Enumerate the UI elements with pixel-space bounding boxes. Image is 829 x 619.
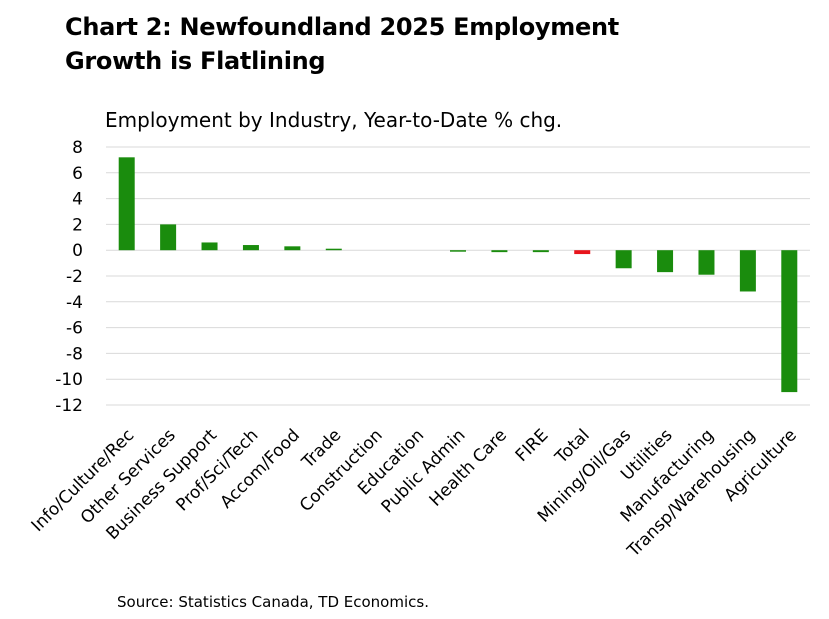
bar bbox=[532, 250, 549, 253]
y-tick-label: 8 bbox=[72, 138, 83, 158]
bar bbox=[781, 250, 798, 393]
bar bbox=[698, 250, 715, 275]
y-tick-label: 4 bbox=[72, 190, 83, 210]
y-tick-label: 6 bbox=[72, 164, 83, 184]
bar bbox=[201, 242, 218, 251]
y-tick-label: -6 bbox=[66, 319, 83, 339]
bar bbox=[739, 250, 756, 292]
chart-title: Chart 2: Newfoundland 2025 Employment Gr… bbox=[65, 10, 619, 78]
bar bbox=[615, 250, 632, 269]
bar bbox=[242, 245, 259, 251]
bar bbox=[450, 250, 466, 252]
chart-title-line-1: Chart 2: Newfoundland 2025 Employment bbox=[65, 13, 619, 41]
bar bbox=[491, 250, 508, 253]
bar bbox=[160, 224, 177, 251]
y-tick-label: 0 bbox=[72, 241, 83, 261]
chart-title-line-2: Growth is Flatlining bbox=[65, 47, 326, 75]
y-tick-label: -8 bbox=[66, 344, 83, 364]
x-tick-label: FIRE bbox=[512, 425, 553, 466]
bar bbox=[574, 250, 591, 255]
bar bbox=[325, 248, 342, 251]
bar bbox=[657, 250, 674, 273]
y-tick-label: -2 bbox=[66, 267, 83, 287]
y-tick-label: -10 bbox=[55, 370, 83, 390]
bar bbox=[284, 246, 301, 251]
chart-subtitle: Employment by Industry, Year-to-Date % c… bbox=[105, 108, 563, 132]
y-tick-label: -12 bbox=[55, 396, 83, 416]
y-tick-label: -4 bbox=[66, 293, 83, 313]
y-tick-label: 2 bbox=[72, 215, 83, 235]
source-note: Source: Statistics Canada, TD Economics. bbox=[117, 593, 429, 611]
bar bbox=[118, 157, 135, 251]
